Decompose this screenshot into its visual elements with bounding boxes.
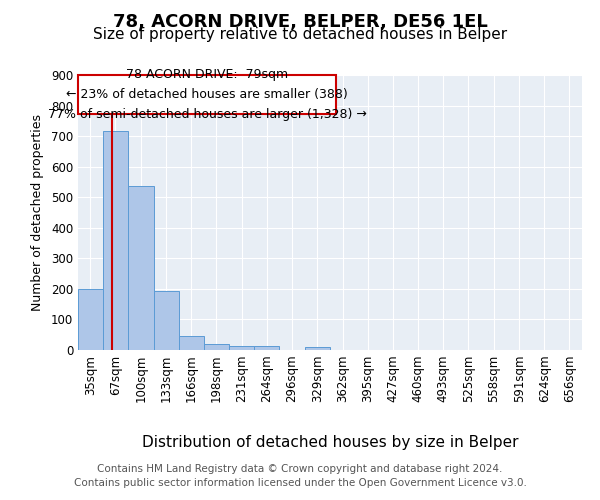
Text: Contains HM Land Registry data © Crown copyright and database right 2024.
Contai: Contains HM Land Registry data © Crown c… (74, 464, 526, 487)
Bar (128, 186, 154, 350)
Bar (305, 348, 330, 350)
Text: Size of property relative to detached houses in Belper: Size of property relative to detached ho… (93, 28, 507, 42)
Bar (154, 292, 179, 350)
Bar (103, 131, 128, 350)
Bar (179, 336, 203, 350)
Text: 78 ACORN DRIVE:  79sqm
← 23% of detached houses are smaller (388)
77% of semi-de: 78 ACORN DRIVE: 79sqm ← 23% of detached … (47, 68, 367, 121)
Y-axis label: Number of detached properties: Number of detached properties (31, 114, 44, 311)
Bar (229, 346, 254, 350)
Bar (254, 346, 279, 350)
Text: Distribution of detached houses by size in Belper: Distribution of detached houses by size … (142, 435, 518, 450)
Text: 78, ACORN DRIVE, BELPER, DE56 1EL: 78, ACORN DRIVE, BELPER, DE56 1EL (113, 12, 487, 30)
Bar (78, 75, 336, 114)
Bar (203, 344, 229, 350)
Bar (78, 289, 103, 350)
